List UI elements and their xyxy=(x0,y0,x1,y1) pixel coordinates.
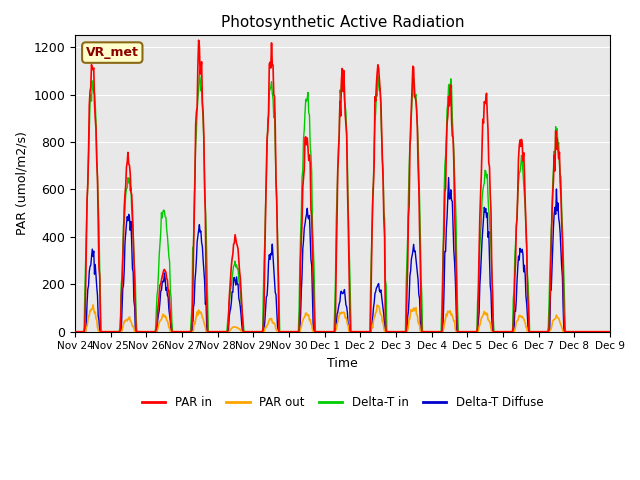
Legend: PAR in, PAR out, Delta-T in, Delta-T Diffuse: PAR in, PAR out, Delta-T in, Delta-T Dif… xyxy=(137,391,548,413)
Y-axis label: PAR (umol/m2/s): PAR (umol/m2/s) xyxy=(15,132,28,236)
X-axis label: Time: Time xyxy=(327,357,358,370)
Text: VR_met: VR_met xyxy=(86,46,139,59)
Title: Photosynthetic Active Radiation: Photosynthetic Active Radiation xyxy=(221,15,465,30)
